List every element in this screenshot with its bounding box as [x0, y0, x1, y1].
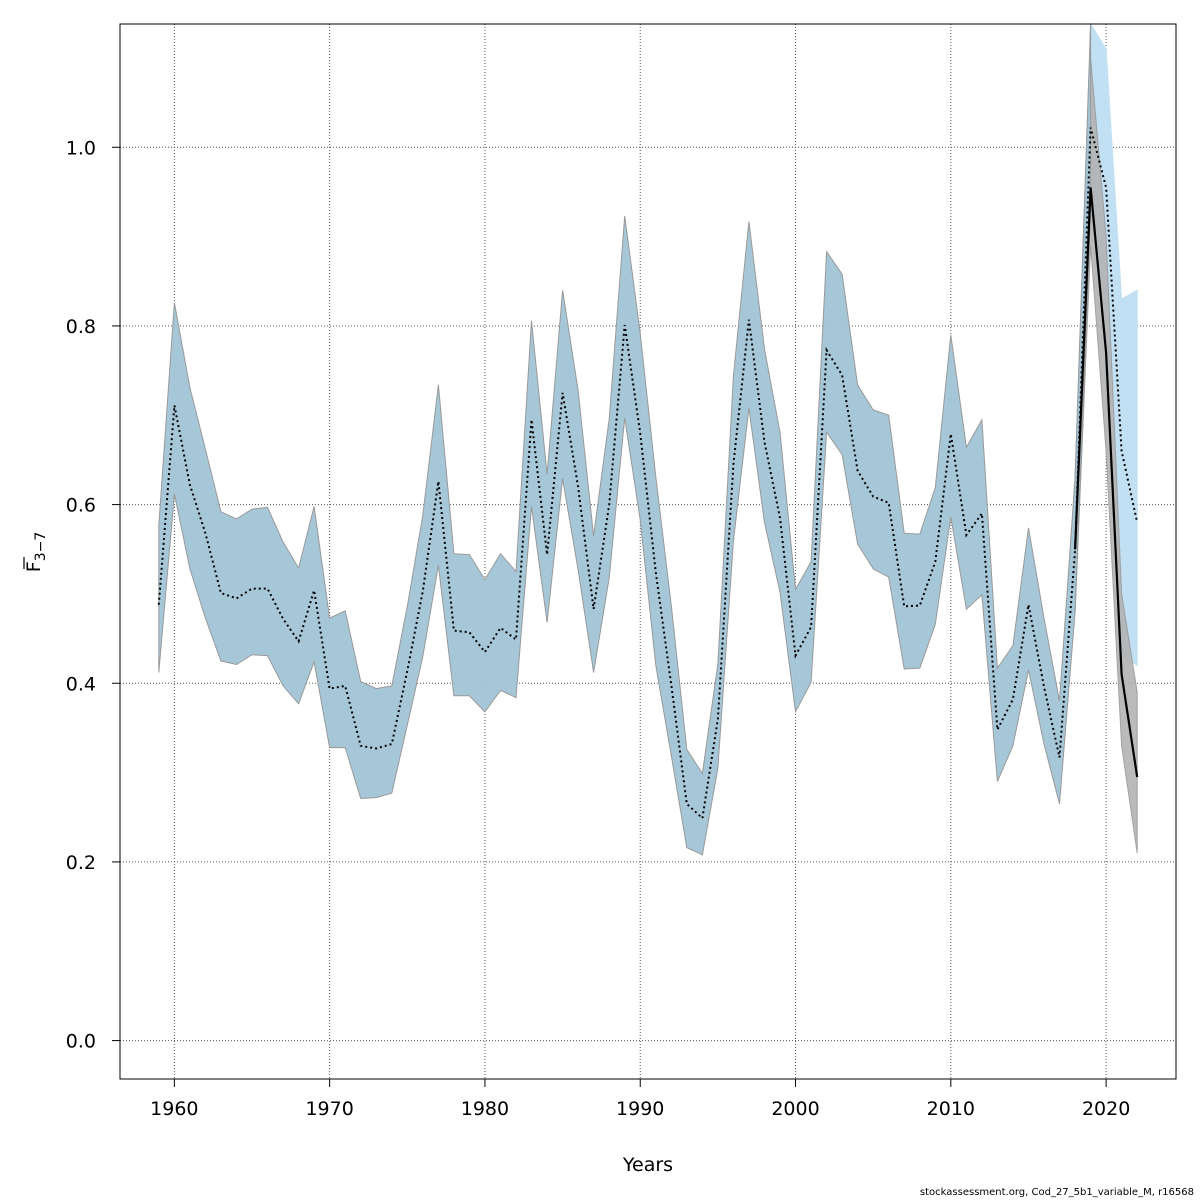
line-alt-estimate [1074, 187, 1139, 778]
estimate-lines [157, 127, 1139, 821]
x-tick-label: 1990 [616, 1098, 664, 1120]
x-tick-label: 1980 [461, 1098, 509, 1120]
y-axis-title-main: F [23, 561, 45, 572]
x-tick-label: 1970 [305, 1098, 353, 1120]
y-tick-label: 0.4 [66, 673, 96, 695]
footer-source-note: stockassessment.org, Cod_27_5b1_variable… [919, 1187, 1194, 1198]
y-axis-title-subscript: 3−7 [33, 532, 49, 562]
y-tick-label: 1.0 [66, 137, 96, 159]
y-tick-label: 0.0 [66, 1031, 96, 1053]
confidence-bands [158, 22, 1138, 856]
x-axis-title: Years [622, 1154, 673, 1176]
band-main [158, 23, 1092, 856]
y-axis: 0.0 0.2 0.4 0.6 0.8 1.0 [66, 137, 120, 1053]
x-tick-label: 2020 [1082, 1098, 1130, 1120]
x-tick-label: 2000 [771, 1098, 819, 1120]
svg-text:F3−7: F3−7 [23, 532, 49, 572]
plot-frame [119, 23, 1177, 1080]
y-tick-label: 0.8 [66, 316, 96, 338]
y-axis-title: F3−7 [23, 532, 49, 572]
y-tick-label: 0.6 [66, 495, 96, 517]
line-main-estimate [157, 127, 1139, 821]
x-tick-label: 1960 [150, 1098, 198, 1120]
y-tick-label: 0.2 [66, 852, 96, 874]
x-axis: 1960 1970 1980 1990 2000 2010 2020 [150, 1079, 1130, 1120]
x-tick-label: 2010 [927, 1098, 975, 1120]
